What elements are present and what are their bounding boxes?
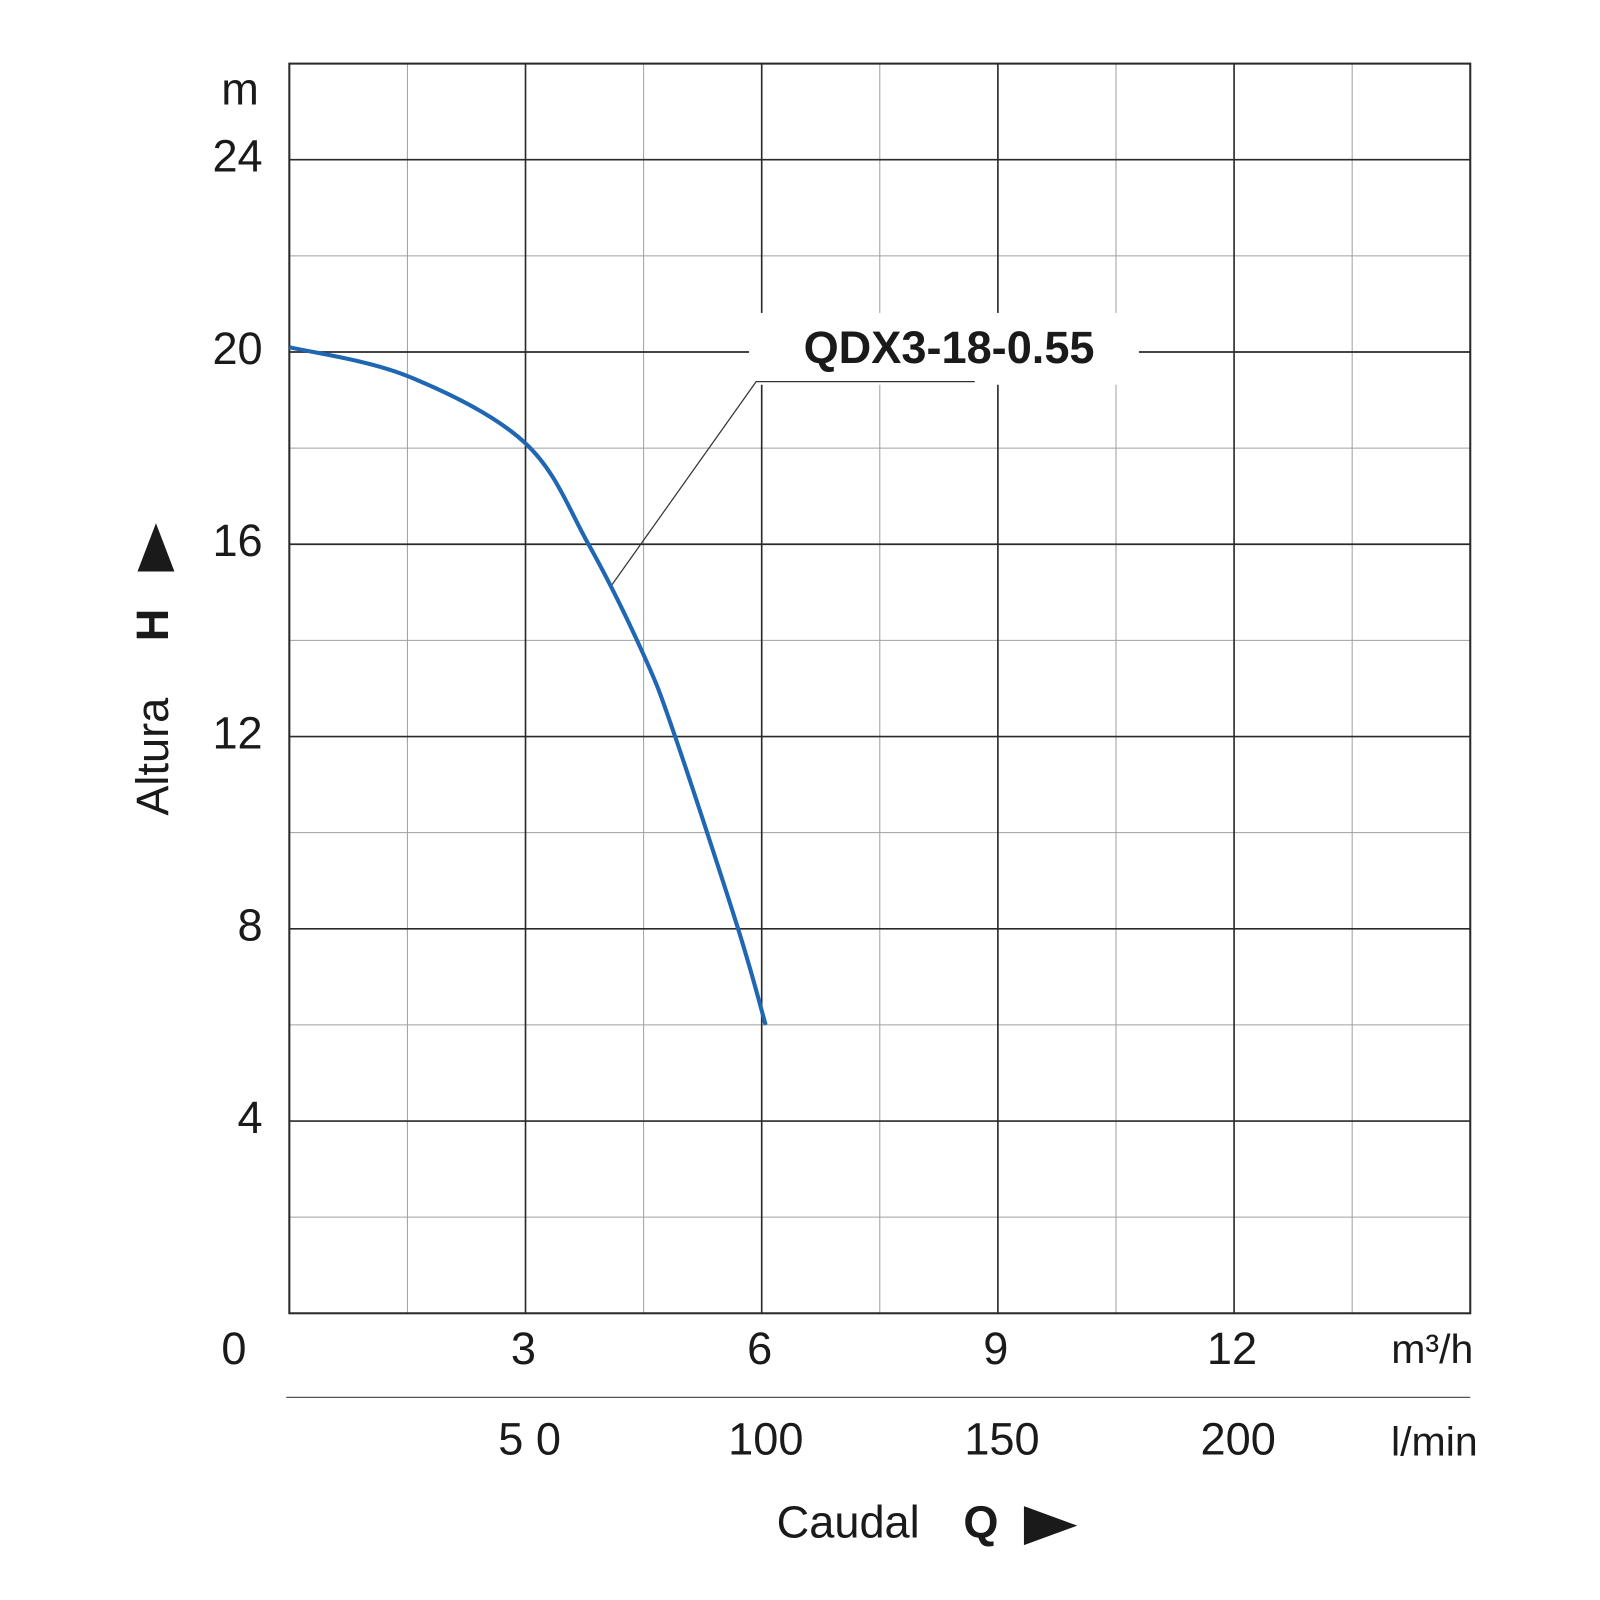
annotation-background xyxy=(748,312,1139,385)
leader-line xyxy=(609,381,975,588)
y-tick-label: 12 xyxy=(212,707,262,758)
x-tick-label: 9 xyxy=(983,1323,1008,1374)
x-label: Caudal xyxy=(777,1497,920,1548)
x2-tick-label: 150 xyxy=(964,1413,1039,1464)
y-tick-label: 20 xyxy=(212,323,262,374)
y-unit: m xyxy=(221,63,259,114)
y-axis-title: Altura H xyxy=(127,523,178,816)
y-arrow xyxy=(137,523,175,572)
y-tick-label: 24 xyxy=(212,131,262,182)
x2-unit: l/min xyxy=(1391,1418,1478,1464)
x2-tick-label: 100 xyxy=(728,1413,803,1464)
x-tick-label: 12 xyxy=(1207,1323,1257,1374)
x2-tick-label: 5 0 xyxy=(498,1413,561,1464)
plot-frame xyxy=(288,62,1472,1315)
x-unit: m³/h xyxy=(1391,1326,1473,1372)
x-tick-label: 0 xyxy=(221,1323,246,1374)
x2-tick-label: 200 xyxy=(1201,1413,1276,1464)
x-arrow xyxy=(1023,1506,1078,1546)
annotation: QDX3-18-0.55 xyxy=(804,322,1095,373)
x-tick-label: 3 xyxy=(511,1323,536,1374)
y-tick-label: 4 xyxy=(238,1092,263,1143)
y-tick-label: 8 xyxy=(238,900,263,951)
y-label: Altura xyxy=(127,697,178,816)
y-symbol: H xyxy=(127,609,178,642)
y-tick-label: 16 xyxy=(212,515,262,566)
x-symbol: Q xyxy=(963,1497,998,1548)
x-tick-label: 6 xyxy=(747,1323,772,1374)
curve xyxy=(288,345,768,1026)
